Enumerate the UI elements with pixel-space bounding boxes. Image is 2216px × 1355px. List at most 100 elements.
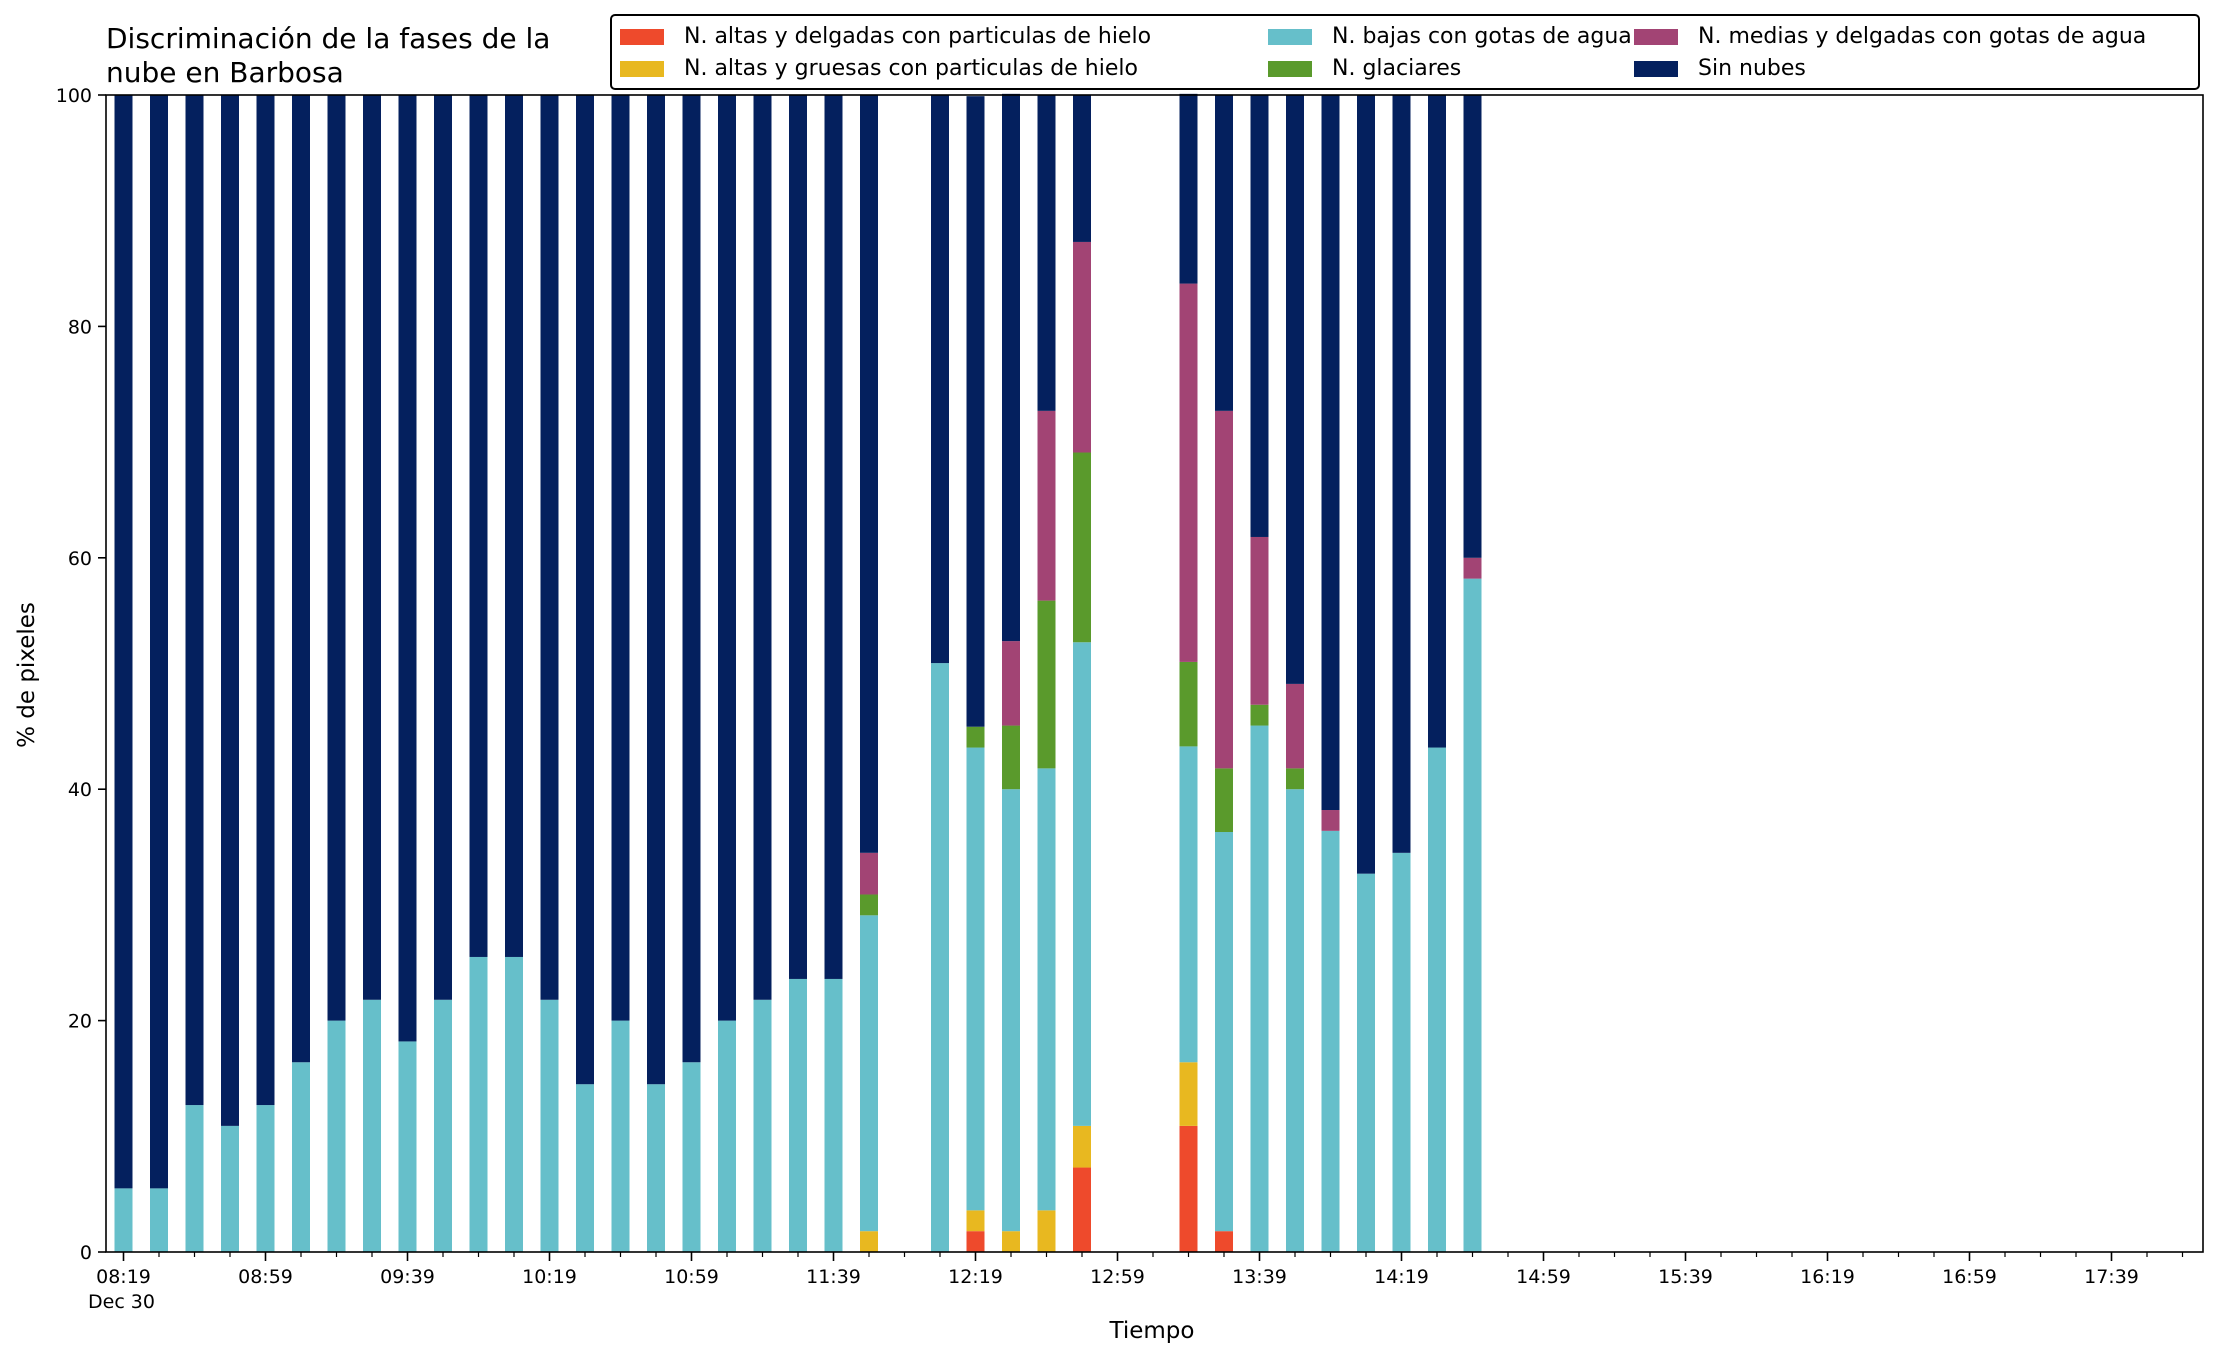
bar-segment-3-12:39 (1037, 768, 1056, 1211)
x-tick-label: 12:59 (1090, 1266, 1145, 1288)
bar-segment-6-08:59 (256, 95, 275, 1106)
bar-segment-3-11:09 (718, 1020, 736, 1252)
bar-segment-3-12:19 (966, 747, 985, 1211)
bar-segment-3-14:29 (1428, 747, 1446, 1252)
bar-segment-3-08:59 (256, 1105, 275, 1252)
legend-swatch (1268, 60, 1312, 77)
bar-segment-4-12:29 (1002, 725, 1020, 790)
bar-segment-3-12:29 (1002, 789, 1020, 1232)
bar-segment-5-12:39 (1037, 410, 1056, 601)
legend-swatch (620, 60, 664, 77)
legend-label: Sin nubes (1698, 56, 1806, 81)
bar-segment-6-12:19 (966, 96, 985, 727)
bar-segment-3-08:29 (150, 1188, 168, 1252)
bar-segment-6-11:49 (860, 95, 878, 853)
x-axis-label: Tiempo (1109, 1318, 1195, 1344)
bar-segment-3-09:19 (327, 1020, 346, 1252)
legend-item: N. altas y gruesas con particulas de hie… (620, 56, 1138, 81)
x-tick-label: 16:19 (1800, 1266, 1855, 1288)
bar-segment-6-10:49 (647, 95, 665, 1085)
bar-segment-3-10:59 (682, 1062, 701, 1252)
bar-segment-6-11:19 (753, 95, 772, 1000)
bar-segment-3-09:29 (363, 999, 381, 1252)
bar-segment-3-13:39 (1250, 725, 1269, 1252)
y-tick-label: 100 (56, 85, 92, 107)
bar-segment-3-09:49 (434, 999, 452, 1252)
y-tick-label: 80 (68, 316, 92, 338)
x-tick-label: 14:59 (1516, 1266, 1571, 1288)
bar-segment-6-08:29 (150, 95, 168, 1189)
bar-segment-3-13:49 (1286, 789, 1304, 1252)
bar-segment-6-08:39 (185, 95, 204, 1106)
x-tick-label: 08:19 (96, 1266, 151, 1288)
legend-label: N. medias y delgadas con gotas de agua (1698, 24, 2147, 49)
legend-item: N. altas y delgadas con particulas de hi… (620, 24, 1151, 49)
bar-segment-6-09:09 (292, 95, 310, 1063)
bar-segment-4-13:49 (1286, 768, 1304, 790)
bar-segment-3-13:59 (1321, 830, 1340, 1252)
x-date-label: Dec 30 (88, 1291, 155, 1313)
bar-segment-3-09:09 (292, 1062, 310, 1252)
bar-segment-4-12:39 (1037, 600, 1056, 769)
bar-segment-4-11:49 (860, 894, 878, 916)
bar-segment-6-09:29 (363, 95, 381, 1000)
axes-layer: 0 20 40 60 80 100 08:19 08:59 09:39 10:19 10:59 11:… (56, 85, 2204, 1288)
bar-segment-3-08:39 (185, 1105, 204, 1252)
bars-layer (114, 93, 1482, 1252)
bar-segment-6-14:39 (1463, 95, 1482, 558)
bar-segment-1-13:19 (1179, 1125, 1198, 1252)
bar-segment-6-08:19 (114, 95, 133, 1189)
chart-title: Discriminación de la fases de la nube en… (106, 22, 551, 89)
bar-segment-6-12:49 (1073, 95, 1091, 242)
bar-segment-6-10:59 (682, 95, 701, 1063)
x-tick-label: 15:39 (1658, 1266, 1713, 1288)
bar-segment-3-14:39 (1463, 578, 1482, 1252)
bar-segment-3-09:39 (398, 1041, 417, 1252)
bar-segment-4-12:19 (966, 726, 985, 748)
y-tick-label: 20 (68, 1011, 92, 1033)
bar-segment-6-11:09 (718, 95, 736, 1021)
bar-segment-5-13:29 (1215, 410, 1233, 769)
x-tick-label: 17:39 (2084, 1266, 2139, 1288)
bar-segment-2-12:49 (1073, 1125, 1091, 1168)
bar-segment-6-13:19 (1179, 93, 1198, 284)
legend-swatch (1634, 60, 1678, 77)
legend-item: N. glaciares (1268, 56, 1461, 81)
bar-segment-6-11:29 (789, 95, 807, 979)
x-tick-label: 08:59 (238, 1266, 293, 1288)
x-tick-label: 11:39 (806, 1266, 861, 1288)
bar-segment-6-10:39 (611, 95, 630, 1021)
bar-segment-5-12:29 (1002, 641, 1020, 726)
bar-segment-4-13:29 (1215, 768, 1233, 833)
legend-label: N. altas y gruesas con particulas de hie… (684, 56, 1138, 81)
bar-segment-5-12:49 (1073, 241, 1091, 453)
bar-segment-6-11:39 (824, 95, 843, 979)
bar-segment-2-12:29 (1002, 1231, 1020, 1252)
x-tick-label: 12:19 (948, 1266, 1003, 1288)
bar-segment-4-13:19 (1179, 661, 1198, 747)
bar-segment-6-09:59 (469, 95, 488, 957)
x-tick-label: 16:59 (1942, 1266, 1997, 1288)
bar-segment-6-12:39 (1037, 95, 1056, 411)
x-tick-label: 10:19 (522, 1266, 577, 1288)
bar-segment-6-10:29 (576, 95, 594, 1085)
bar-segment-5-14:39 (1463, 557, 1482, 579)
bar-segment-3-10:09 (505, 956, 523, 1252)
bar-segment-4-12:49 (1073, 452, 1091, 643)
bar-segment-5-13:19 (1179, 283, 1198, 662)
bar-segment-2-12:19 (966, 1210, 985, 1232)
bar-segment-6-12:29 (1002, 93, 1020, 642)
bar-segment-2-13:19 (1179, 1062, 1198, 1126)
bar-segment-6-09:49 (434, 95, 452, 1000)
bar-segment-3-14:19 (1392, 852, 1411, 1252)
bar-segment-5-13:49 (1286, 683, 1304, 769)
plot-frame (105, 94, 2204, 1253)
bar-segment-3-14:09 (1357, 873, 1375, 1252)
legend-swatch (1268, 28, 1312, 45)
bar-segment-3-08:19 (114, 1188, 133, 1252)
y-tick-label: 60 (68, 548, 92, 570)
legend-label: N. altas y delgadas con particulas de hi… (684, 24, 1152, 49)
bar-segment-6-13:29 (1215, 95, 1233, 411)
bar-segment-6-12:09 (931, 95, 949, 664)
